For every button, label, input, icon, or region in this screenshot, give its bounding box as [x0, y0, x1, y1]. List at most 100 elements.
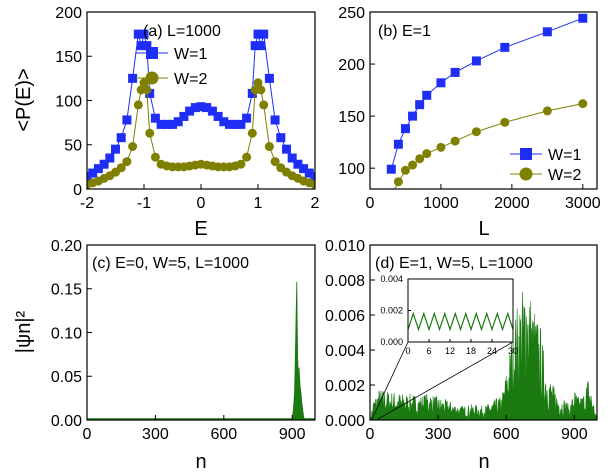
data-point — [542, 27, 552, 37]
x-tick-label: 900 — [279, 426, 306, 443]
data-point — [242, 113, 252, 123]
data-point — [500, 42, 510, 52]
data-point — [247, 128, 257, 138]
x-tick-label: -1 — [137, 195, 151, 212]
legend-marker-w2 — [519, 167, 533, 181]
x-ticks: -2 -1 0 1 2 — [80, 184, 320, 212]
inset: 0 6 12 18 24 30 0.000 0.002 0.004 — [380, 274, 518, 356]
series-markers-w2 — [387, 99, 588, 201]
x-axis-label: n — [195, 451, 206, 472]
x-tick-label: 0 — [405, 346, 410, 356]
data-point — [256, 41, 266, 51]
inset-x-ticks: 0 6 12 18 24 30 — [405, 339, 518, 356]
y-tick-label: 100 — [55, 93, 82, 110]
wavefunction-area — [291, 281, 306, 420]
data-point — [270, 115, 280, 125]
data-point — [242, 152, 252, 162]
zoom-connector — [377, 341, 514, 420]
data-point — [213, 111, 223, 121]
data-point — [236, 159, 246, 169]
x-tick-label: 12 — [445, 346, 455, 356]
panel-d: 0 300 600 900 0.0000.0020.0040.0060.0080.01… — [325, 238, 598, 472]
y-tick-label: 0.002 — [380, 306, 403, 316]
data-point — [408, 111, 418, 121]
data-point — [415, 100, 425, 110]
data-point — [393, 177, 403, 187]
y-tick-label: 0.002 — [325, 378, 365, 395]
x-tick-label: 30 — [508, 346, 518, 356]
y-tick-label: 0.10 — [51, 325, 82, 342]
data-point — [450, 136, 460, 146]
data-point — [156, 119, 166, 129]
panel-label: (b) E=1 — [378, 23, 431, 40]
y-tick-label: 200 — [338, 57, 365, 74]
legend-entry-w2: W=2 — [174, 71, 207, 88]
data-point — [270, 157, 280, 167]
inset-series — [408, 311, 513, 332]
data-point — [116, 133, 126, 143]
y-tick-label: 0.00 — [51, 413, 82, 430]
y-ticks: 0.000 0.002 0.004 0.006 0.008 0.010 — [325, 238, 375, 430]
data-point — [142, 85, 152, 95]
data-point — [387, 192, 396, 201]
data-point — [422, 149, 432, 159]
data-point — [105, 153, 115, 163]
y-axis-label: |ψn|² — [13, 310, 35, 353]
data-point — [133, 100, 143, 110]
data-point — [136, 41, 146, 51]
legend-entry-w2: W=2 — [548, 167, 581, 184]
panel-c: 0 300 600 900 0.00 0.05 0.10 0.15 0.20 (c) E=0,… — [13, 238, 316, 472]
data-point — [400, 124, 410, 134]
data-point — [259, 100, 269, 110]
y-tick-label: 200 — [55, 5, 82, 22]
x-ticks: 0 300 600 900 — [366, 415, 588, 443]
x-tick-label: 3000 — [565, 195, 601, 212]
data-point — [422, 90, 432, 100]
data-point — [310, 180, 315, 189]
y-tick-label: 0.20 — [51, 238, 82, 255]
legend: W=1 W=2 — [510, 147, 581, 184]
data-point — [264, 142, 274, 152]
data-point — [145, 88, 155, 98]
x-tick-label: 600 — [493, 426, 520, 443]
y-tick-label: 0.000 — [380, 337, 403, 347]
data-point — [500, 117, 510, 127]
x-tick-label: 0 — [197, 195, 206, 212]
data-point — [93, 164, 103, 174]
y-tick-label: 0.15 — [51, 282, 82, 299]
data-point — [253, 29, 263, 39]
data-point — [264, 73, 274, 83]
panel-label: (a) L=1000 — [143, 23, 221, 40]
x-tick-label: 300 — [425, 426, 452, 443]
data-point — [179, 111, 189, 121]
x-axis-label: n — [478, 451, 489, 472]
data-point — [185, 106, 195, 116]
x-ticks: 0 300 600 900 — [83, 415, 306, 443]
data-point — [578, 13, 588, 23]
y-tick-label: 150 — [338, 109, 365, 126]
x-tick-label: 2000 — [494, 195, 530, 212]
x-tick-label: 0 — [366, 195, 375, 212]
data-point — [88, 168, 98, 178]
data-point — [386, 164, 396, 174]
y-tick-label: 250 — [338, 5, 365, 22]
data-point — [219, 117, 229, 127]
x-tick-label: -2 — [80, 195, 94, 212]
data-point — [400, 165, 410, 175]
data-point — [128, 142, 138, 152]
legend-entry-w1: W=1 — [548, 147, 581, 164]
plot-frame — [369, 11, 598, 190]
x-tick-label: 1000 — [423, 195, 459, 212]
x-tick-label: 600 — [210, 426, 237, 443]
data-point — [207, 106, 217, 116]
data-point — [162, 119, 172, 129]
data-point — [128, 73, 138, 83]
y-tick-label: 150 — [55, 49, 82, 66]
y-ticks: 100 150 200 250 — [338, 5, 375, 178]
y-tick-label: 0.05 — [51, 369, 82, 386]
data-point — [293, 159, 303, 169]
data-point — [168, 119, 177, 129]
data-point — [282, 144, 291, 154]
y-tick-label: 100 — [338, 161, 365, 178]
